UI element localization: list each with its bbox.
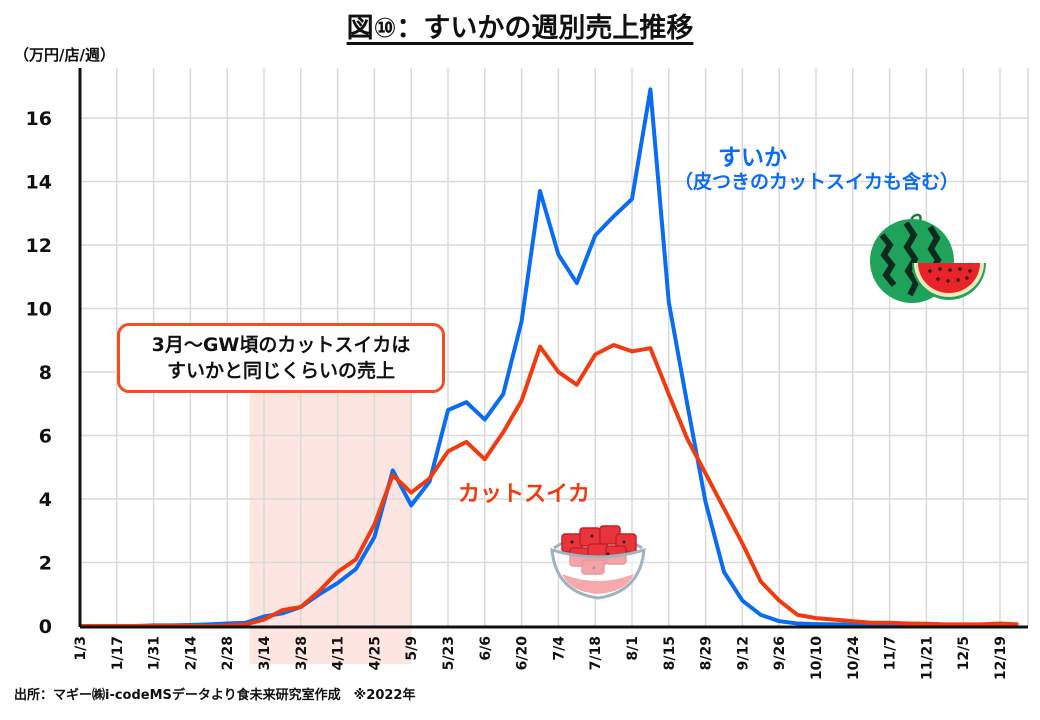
- x-tick-label: 10/24: [846, 636, 862, 680]
- y-tick-label: 8: [39, 362, 52, 384]
- x-tick-label: 10/10: [809, 636, 825, 680]
- highlight-band: [249, 392, 412, 664]
- x-tick-label: 12/19: [993, 636, 1009, 680]
- x-tick-label: 6/20: [515, 636, 531, 671]
- series-label-suika-note: （皮つきのカットスイカも含む）: [674, 171, 960, 193]
- x-tick-label: 6/6: [478, 636, 494, 661]
- series-label-cut-watermelon: カットスイカ: [458, 482, 591, 507]
- x-tick-label: 2/28: [220, 636, 236, 670]
- chart-title-text: 図⑩：すいかの週別売上推移: [346, 13, 694, 44]
- x-tick-label: 12/5: [956, 636, 972, 670]
- y-tick-label: 14: [26, 172, 52, 194]
- y-tick-label: 16: [26, 108, 52, 130]
- x-tick-label: 3/14: [257, 636, 273, 671]
- x-tick-label: 8/29: [699, 636, 715, 670]
- y-tick-label: 12: [26, 235, 52, 257]
- chart-title: 図⑩：すいかの週別売上推移: [0, 6, 1040, 45]
- y-axis-unit-label: （万円/店/週）: [14, 46, 115, 64]
- x-tick-label: 1/3: [73, 636, 89, 661]
- series-label-suika: すいか: [718, 145, 787, 171]
- y-tick-label: 10: [26, 299, 52, 321]
- watermelon-icon: [870, 213, 986, 303]
- series-lines: [80, 87, 1019, 628]
- y-tick-label: 6: [39, 426, 52, 448]
- series-line-cut-watermelon: [80, 343, 1019, 628]
- y-tick-label: 0: [39, 616, 52, 638]
- x-tick-label: 4/11: [331, 636, 347, 670]
- x-tick-label: 8/1: [625, 636, 641, 661]
- x-tick-label: 5/23: [441, 636, 457, 670]
- y-tick-label: 4: [39, 489, 52, 511]
- x-tick-labels: 1/3 1/17 1/31 2/14 2/28 3/14 3/28 4/11 4/25 5/9 5/…: [73, 636, 1009, 680]
- x-tick-label: 4/25: [367, 636, 383, 670]
- x-tick-label: 9/12: [735, 636, 751, 670]
- annotation-line-2: すいかと同じくらいの売上: [166, 360, 395, 382]
- x-tick-label: 2/14: [183, 636, 199, 671]
- annotation-box: 3月～GW頃のカットスイカは すいかと同じくらいの売上: [117, 323, 445, 393]
- x-tick-label: 5/9: [404, 636, 420, 661]
- x-tick-label: 1/31: [147, 636, 163, 670]
- x-tick-label: 8/15: [662, 636, 678, 670]
- y-tick-labels: 0 2 4 6 8 10 12 14 16: [26, 108, 52, 638]
- x-tick-label: 11/7: [883, 636, 899, 670]
- x-tick-label: 7/4: [551, 636, 567, 661]
- source-note: 出所：マギー㈱i-codeMSデータより食未来研究室作成 ※2022年: [14, 688, 416, 703]
- x-tick-label: 11/21: [919, 636, 935, 680]
- x-tick-label: 9/26: [772, 636, 788, 670]
- x-tick-label: 3/28: [294, 636, 310, 670]
- annotation-line-1: 3月～GW頃のカットスイカは: [151, 334, 411, 356]
- axes: [78, 68, 1028, 629]
- x-tick-label: 1/17: [110, 636, 126, 670]
- cut-watermelon-bowl-icon: [550, 525, 646, 600]
- y-tick-label: 2: [39, 553, 52, 575]
- x-tick-label: 7/18: [588, 636, 604, 670]
